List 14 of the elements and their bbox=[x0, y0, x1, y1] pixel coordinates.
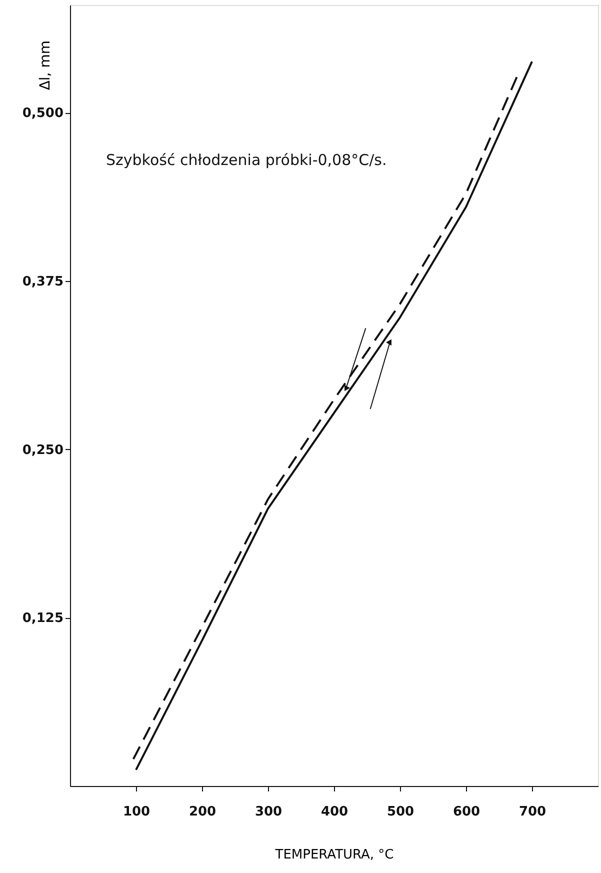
y-tick-label: 0,375 bbox=[22, 274, 64, 290]
x-tick-label: 700 bbox=[518, 804, 546, 820]
x-tick-label: 200 bbox=[188, 804, 216, 820]
y-tick-label: 0,125 bbox=[22, 611, 64, 626]
y-tick-label: 0,500 bbox=[22, 106, 64, 122]
annotation: Szybkość chłodzenia próbki-0,08°C/s. bbox=[106, 151, 387, 169]
x-axis-title: TEMPERATURA, °C bbox=[274, 848, 394, 862]
x-tick-label: 300 bbox=[254, 804, 282, 820]
y-axis-title: Δl, mm bbox=[38, 40, 54, 90]
x-tick-label: 400 bbox=[320, 804, 348, 820]
x-tick-label: 600 bbox=[452, 804, 480, 820]
y-tick-label: 0,250 bbox=[22, 442, 64, 458]
x-tick-label: 500 bbox=[386, 804, 414, 820]
x-tick-label: 100 bbox=[122, 804, 150, 820]
